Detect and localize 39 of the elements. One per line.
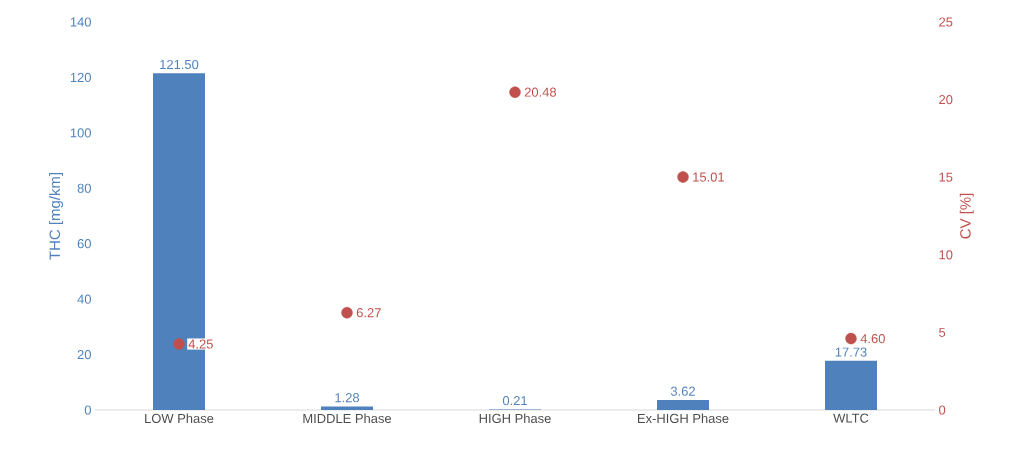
y2-tick-label: 20 xyxy=(939,95,953,105)
data-label: 0.21 xyxy=(502,396,527,406)
y2-axis-title: CV [%] xyxy=(959,193,974,239)
y2-tick-label: 0 xyxy=(939,405,946,415)
y-tick-label: 60 xyxy=(77,239,91,249)
data-label: 17.73 xyxy=(835,347,867,357)
point xyxy=(173,338,185,350)
y-tick-label: 100 xyxy=(70,128,91,138)
x-tick-label: WLTC xyxy=(833,413,869,423)
y-tick-label: 40 xyxy=(77,294,91,304)
data-label: 1.28 xyxy=(335,393,360,403)
x-tick-label: HIGH Phase xyxy=(479,413,551,424)
y-tick-label: 120 xyxy=(70,72,91,83)
y-tick-label: 20 xyxy=(77,349,91,360)
data-label: 15.01 xyxy=(693,172,724,182)
data-label: 4.25 xyxy=(188,339,213,349)
point xyxy=(677,171,689,183)
y-axis-title: THC [mg/km] xyxy=(49,173,64,260)
x-tick-label: LOW Phase xyxy=(145,413,214,424)
point xyxy=(509,86,521,98)
y-tick-label: 80 xyxy=(77,183,91,193)
data-label: 4.60 xyxy=(860,334,885,344)
x-tick-label: MIDDLE Phase xyxy=(303,413,392,424)
point xyxy=(341,306,353,319)
bar xyxy=(657,399,710,410)
x-tick-label: Ex-HIGH Phase xyxy=(638,413,729,424)
bar xyxy=(321,406,373,410)
bar xyxy=(825,360,878,410)
y2-tick-label: 25 xyxy=(939,17,953,27)
y2-tick-label: 10 xyxy=(939,250,953,260)
data-label: 121.50 xyxy=(160,59,199,70)
y2-tick-label: 5 xyxy=(939,327,946,337)
data-label: 3.62 xyxy=(670,386,695,396)
point xyxy=(845,332,857,345)
y-tick-label: 0 xyxy=(84,405,91,415)
y-tick-label: 140 xyxy=(70,17,91,27)
data-label: 6.27 xyxy=(356,308,381,318)
data-label: 20.48 xyxy=(524,87,557,97)
y2-tick-label: 15 xyxy=(939,172,953,182)
